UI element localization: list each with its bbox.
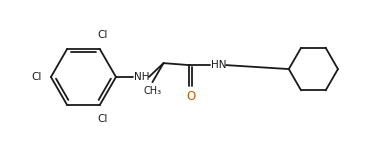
Text: O: O	[186, 90, 196, 103]
Text: CH₃: CH₃	[143, 86, 161, 96]
Text: NH: NH	[134, 72, 149, 82]
Text: Cl: Cl	[32, 72, 42, 82]
Text: HN: HN	[211, 60, 227, 70]
Text: Cl: Cl	[98, 30, 108, 40]
Text: Cl: Cl	[98, 114, 108, 124]
